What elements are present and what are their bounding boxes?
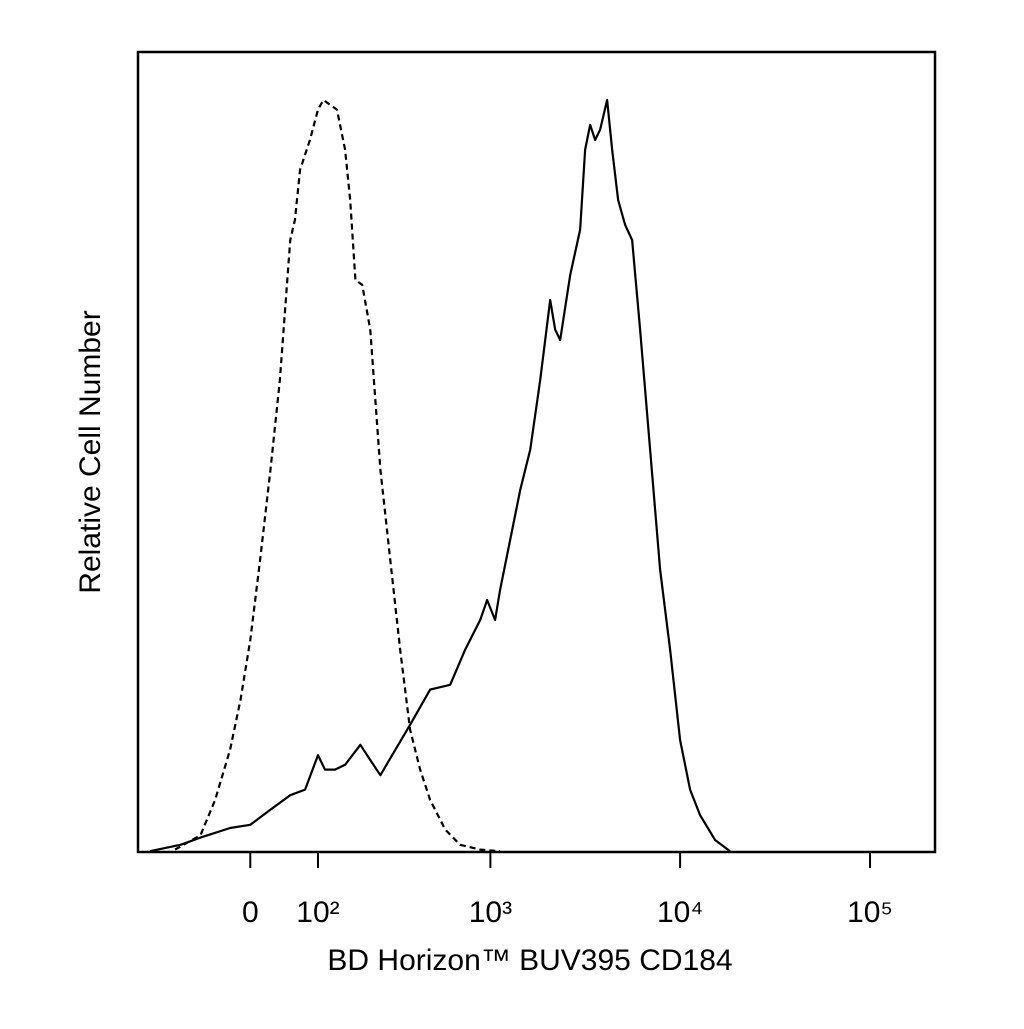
y-axis-label: Relative Cell Number [74,310,107,593]
histogram-line [174,98,501,853]
histogram-line [149,98,731,853]
x-tick-label: 10⁵ [847,896,893,929]
plot-frame [136,50,937,854]
x-tick-label: 10³ [469,896,512,929]
x-tick-label: 10² [296,896,339,929]
x-tick-label: 0 [242,896,259,929]
x-axis-label: BD Horizon™ BUV395 CD184 [327,944,732,977]
x-tick-label: 10⁴ [657,896,703,929]
